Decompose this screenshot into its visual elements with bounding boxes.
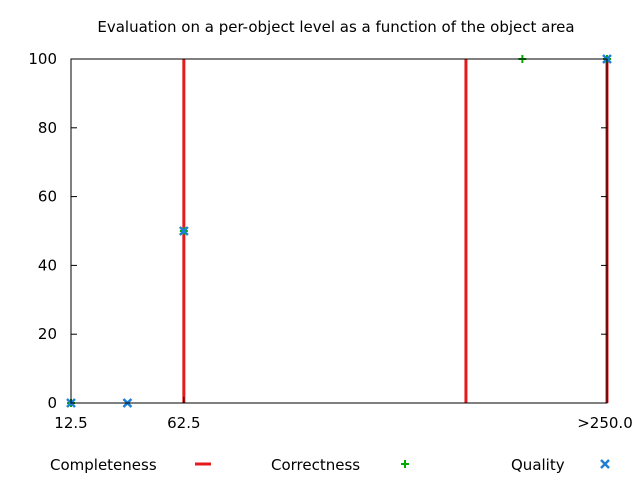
series-correctness <box>67 55 611 407</box>
series-quality <box>66 54 612 408</box>
x-tick-label: >250.0 <box>577 414 633 432</box>
legend: Completeness Correctness Quality <box>50 456 610 474</box>
y-tick-label: 20 <box>38 325 57 343</box>
legend-label-completeness: Completeness <box>50 456 157 474</box>
axes: 0 20 40 60 80 100 12.5 62.5 >250.0 <box>28 50 632 432</box>
chart-title: Evaluation on a per-object level as a fu… <box>97 18 574 36</box>
series-completeness <box>182 59 609 403</box>
legend-label-quality: Quality <box>511 456 565 474</box>
x-tick-label: 12.5 <box>54 414 87 432</box>
quality-point <box>178 226 189 236</box>
x-tick-label: 62.5 <box>167 414 200 432</box>
y-tick-label: 40 <box>38 256 57 274</box>
y-tick-label: 60 <box>38 188 57 206</box>
y-tick-label: 80 <box>38 119 57 137</box>
y-tick-label: 100 <box>28 50 57 68</box>
legend-marker-correctness <box>401 460 409 468</box>
legend-marker-quality <box>600 459 610 469</box>
plot-frame <box>70 58 608 404</box>
y-tick-label: 0 <box>47 394 57 412</box>
legend-label-correctness: Correctness <box>271 456 360 474</box>
plot-area <box>66 54 612 408</box>
